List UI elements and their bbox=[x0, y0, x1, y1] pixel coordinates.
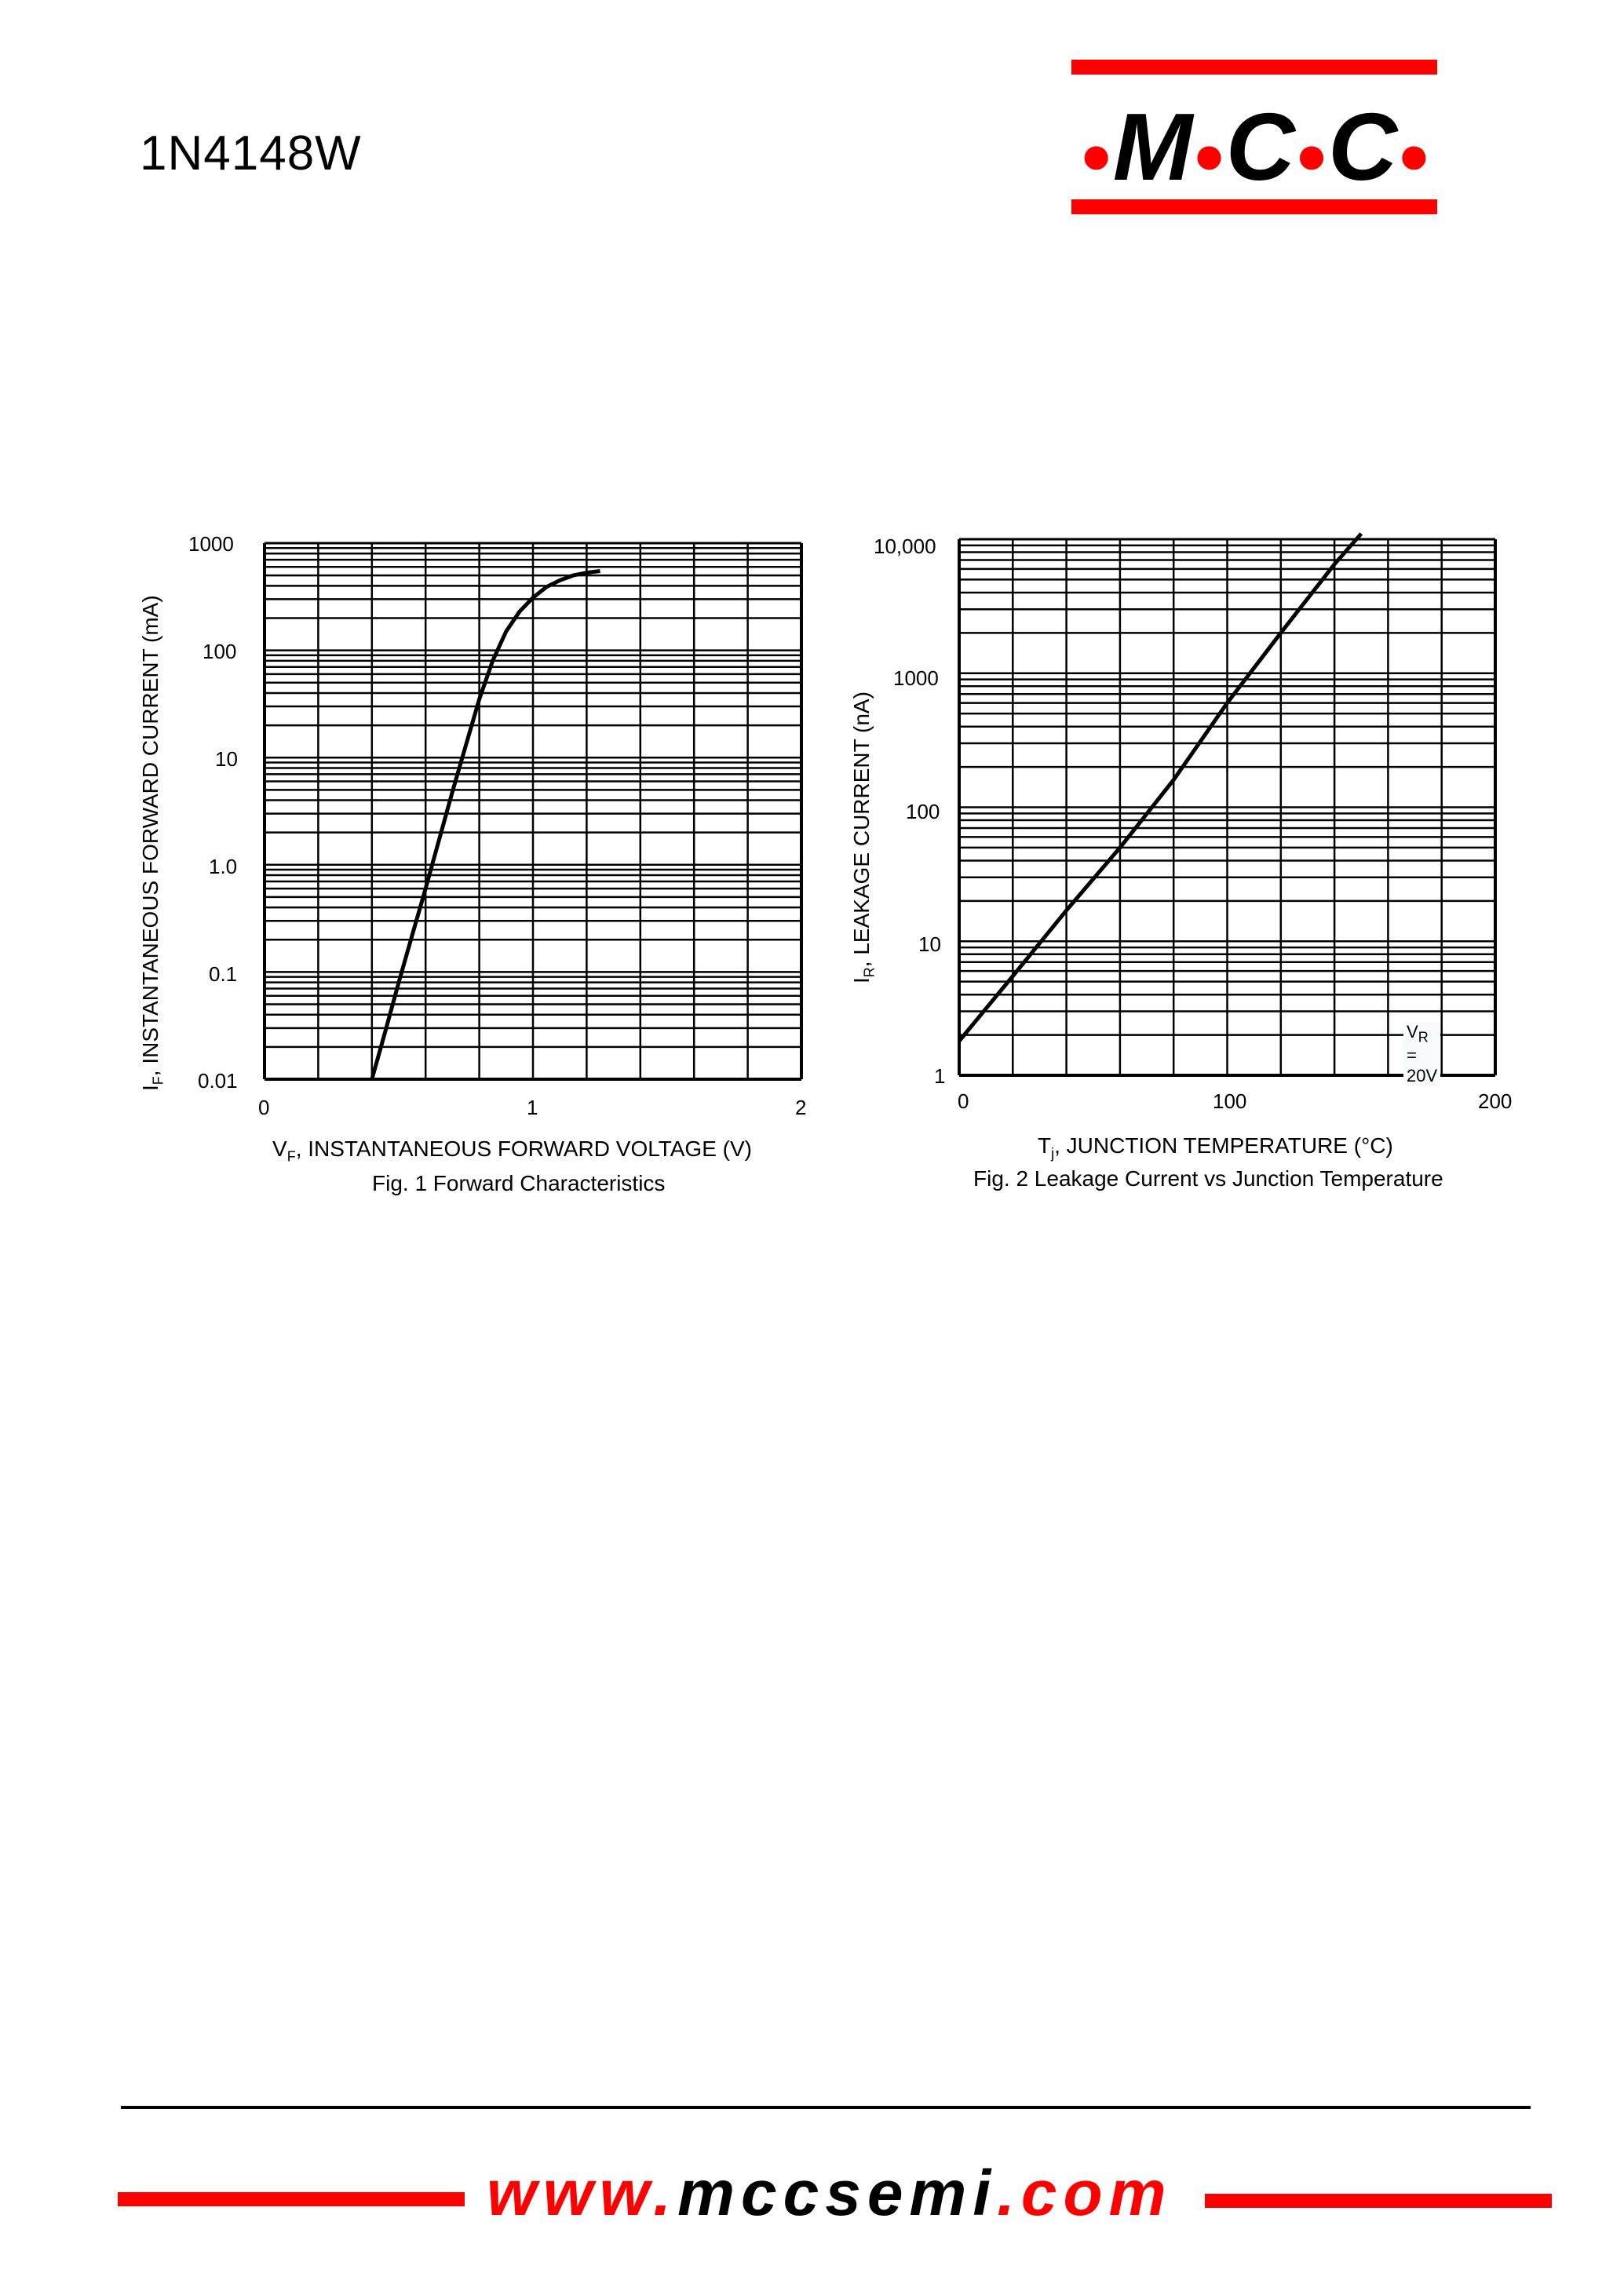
logo-text: ●M●C●C● bbox=[1071, 99, 1439, 195]
y-tick: 1.0 bbox=[209, 855, 238, 878]
logo-dot: ● bbox=[1294, 123, 1329, 185]
x-tick: 100 bbox=[1213, 1089, 1247, 1113]
logo-bottom-bar bbox=[1071, 199, 1437, 214]
logo-letter-m: M bbox=[1112, 93, 1193, 200]
website-link[interactable]: www.mccsemi.com bbox=[487, 2158, 1173, 2229]
chart1-plot bbox=[263, 542, 803, 1081]
logo-top-bar bbox=[1071, 60, 1437, 75]
logo-dot: ● bbox=[1192, 123, 1226, 185]
footer-right-red-bar bbox=[1205, 2194, 1552, 2208]
logo-dot: ● bbox=[1079, 123, 1113, 185]
x-axis-label: Tj, JUNCTION TEMPERATURE (°C) bbox=[1038, 1133, 1393, 1162]
y-axis-label: IR, LEAKAGE CURRENT (nA) bbox=[849, 691, 878, 983]
logo-letter-c1: C bbox=[1225, 93, 1295, 200]
mcc-logo: ●M●C●C● bbox=[1071, 60, 1439, 215]
x-tick: 1 bbox=[527, 1096, 538, 1119]
figure-caption: Fig. 1 Forward Characteristics bbox=[372, 1171, 666, 1195]
y-tick: 10 bbox=[918, 932, 941, 956]
y-tick: 1000 bbox=[188, 532, 234, 556]
x-tick: 2 bbox=[795, 1096, 807, 1119]
logo-letter-c2: C bbox=[1328, 93, 1398, 200]
y-tick: 0.01 bbox=[198, 1069, 238, 1093]
y-tick: 1000 bbox=[893, 666, 939, 690]
footer-left-red-bar bbox=[118, 2192, 465, 2206]
part-number-title: 1N4148W bbox=[140, 126, 362, 181]
chart2-plot bbox=[958, 532, 1497, 1077]
footer-divider bbox=[121, 2106, 1531, 2109]
y-tick: 10,000 bbox=[874, 535, 936, 558]
x-tick: 0 bbox=[258, 1096, 270, 1119]
x-tick: 0 bbox=[958, 1089, 969, 1113]
y-tick: 100 bbox=[203, 640, 237, 663]
y-tick: 100 bbox=[906, 800, 940, 823]
figure-caption: Fig. 2 Leakage Current vs Junction Tempe… bbox=[973, 1166, 1443, 1191]
y-axis-label: IF, INSTANTANEOUS FORWARD CURRENT (mA) bbox=[138, 595, 166, 1091]
x-tick: 200 bbox=[1478, 1089, 1513, 1113]
y-tick: 0.1 bbox=[209, 962, 238, 986]
vr-annotation: VR = 20V bbox=[1403, 1022, 1441, 1087]
y-tick: 1 bbox=[934, 1064, 946, 1088]
logo-dot: ● bbox=[1397, 123, 1431, 185]
y-tick: 10 bbox=[215, 747, 238, 771]
x-axis-label: VF, INSTANTANEOUS FORWARD VOLTAGE (V) bbox=[272, 1137, 752, 1165]
